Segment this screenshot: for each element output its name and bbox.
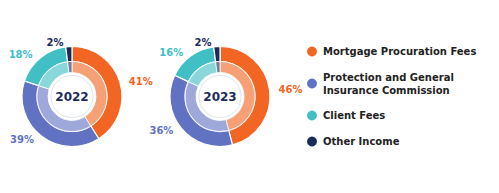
svg-text:18%: 18%: [9, 49, 33, 60]
svg-text:36%: 36%: [149, 125, 173, 136]
svg-text:2023: 2023: [203, 90, 236, 104]
svg-text:Mortgage Procuration Fees: Mortgage Procuration Fees: [323, 46, 476, 57]
svg-text:46%: 46%: [279, 84, 303, 95]
svg-text:2%: 2%: [195, 37, 212, 48]
svg-text:2022: 2022: [55, 90, 88, 104]
svg-text:2%: 2%: [47, 37, 64, 48]
svg-text:Other Income: Other Income: [323, 136, 400, 147]
svg-text:Insurance Commission: Insurance Commission: [323, 85, 450, 96]
svg-text:16%: 16%: [159, 47, 183, 58]
svg-text:39%: 39%: [10, 134, 34, 145]
svg-text:Client Fees: Client Fees: [323, 110, 385, 121]
svg-text:41%: 41%: [129, 76, 153, 87]
svg-text:Protection and General: Protection and General: [323, 72, 454, 83]
